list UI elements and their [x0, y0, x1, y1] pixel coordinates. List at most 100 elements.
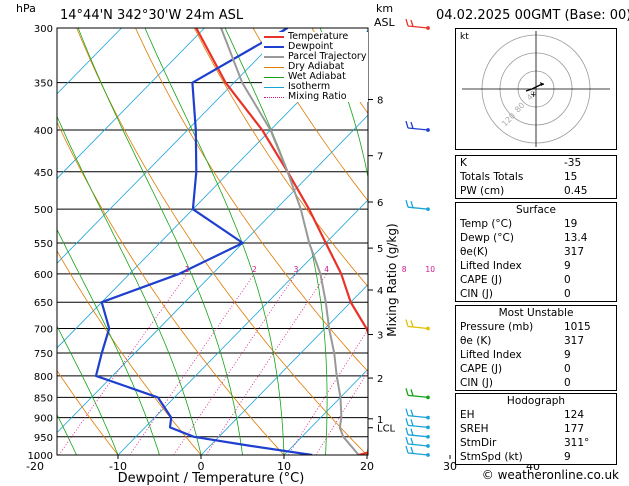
wind-barb-shaft	[407, 414, 429, 419]
series-lines	[94, 28, 368, 455]
index-row-pw: PW (cm) 0.45	[460, 185, 588, 197]
pressure-tick-label: 300	[34, 24, 53, 35]
dry-adiabat-line	[57, 121, 285, 455]
wind-barb-shaft	[407, 394, 429, 399]
temperature-tick-label: 30	[443, 460, 457, 473]
hodograph-kt-label: kt	[460, 32, 469, 42]
mixing-ratio-line	[58, 273, 188, 455]
wind-barb-shaft	[407, 25, 429, 29]
hodograph-title: Hodograph	[506, 395, 566, 407]
wind-barb-flag	[405, 18, 409, 27]
pressure-tick-label: 700	[34, 325, 53, 336]
mixing-ratio-axis-label: Mixing Ratio (g/kg)	[385, 223, 399, 336]
dry-adiabat-line	[193, 28, 368, 288]
wind-barb-flag	[410, 19, 414, 27]
dry-adiabat-line	[0, 28, 35, 455]
pressure-tick-label: 500	[34, 205, 53, 216]
wind-barb-flag	[405, 436, 409, 445]
mixing-ratio-tick-label: 3	[294, 265, 299, 274]
wet-adiabat-line	[57, 325, 119, 455]
most-unstable-row: Pressure (mb) 1015	[460, 321, 591, 333]
wind-barb-flag	[410, 200, 414, 208]
km-label: km	[376, 2, 394, 15]
km-tick-label: LCL	[377, 424, 396, 435]
pressure-tick-label: 900	[34, 414, 53, 425]
wind-barb-icon	[405, 445, 430, 457]
surface-row: θe(K) 317	[460, 246, 585, 258]
wind-barb-dot	[426, 26, 430, 30]
temperature-tick-label: -10	[109, 460, 127, 473]
hpa-label: hPa	[16, 2, 36, 15]
wind-barb-icon	[405, 120, 430, 132]
most-unstable-row: Lifted Index 9	[460, 349, 571, 361]
most-unstable-title: Most Unstable	[498, 307, 574, 319]
wind-barb-dot	[426, 453, 430, 457]
wind-barb-flag	[410, 437, 414, 445]
wet-adiabat-line	[0, 28, 35, 455]
surface-row: Dewp (°C) 13.4	[460, 232, 588, 244]
x-axis-label: Dewpoint / Temperature (°C)	[118, 471, 305, 486]
temperature-tick-label: -20	[26, 460, 44, 473]
hodograph-table: Hodograph EH 124 SREH 177 StmDir 311° StmSp…	[455, 393, 617, 465]
wind-barb-flag	[405, 199, 409, 208]
wind-barb-flag	[405, 388, 409, 396]
pressure-tick-label: 350	[34, 79, 53, 90]
isotherm-line	[57, 28, 205, 180]
wind-barb-dot	[426, 415, 430, 420]
pressure-tick-label: 450	[34, 168, 53, 179]
mixing-ratio-line	[315, 371, 368, 455]
surface-row: CAPE (J) 0	[460, 274, 571, 286]
km-tick-label: 3	[377, 331, 383, 342]
wind-barb-shaft	[407, 434, 429, 438]
km-tick-label: 7	[377, 152, 383, 163]
pressure-tick-label: 1000	[28, 451, 53, 462]
isotherm-line	[117, 199, 368, 455]
wind-barb-shaft	[407, 452, 429, 456]
wind-barb-flag	[405, 319, 409, 327]
isotherm-line	[283, 368, 368, 455]
temperature-tick-label: 0	[198, 460, 205, 473]
hodograph: kt 120 80 40 +	[455, 28, 617, 150]
wind-barb-dot	[426, 395, 430, 400]
surface-row: Temp (°C) 19	[460, 218, 578, 230]
index-row-totals: Totals Totals 15	[460, 171, 578, 183]
wind-barb-flag	[410, 389, 414, 397]
isotherm-line	[616, 28, 629, 455]
wind-barb-icon	[405, 388, 430, 400]
dry-adiabat-line	[76, 28, 368, 455]
wind-barb-icon	[405, 319, 430, 331]
legend-item-isotherm: Isotherm	[264, 82, 366, 92]
wind-barb-icon	[405, 199, 430, 212]
wet-adiabat-line	[57, 228, 160, 455]
legend-item-dry-adiabat: Dry Adiabat	[264, 62, 366, 72]
hodograph-arrow-icon	[540, 82, 544, 86]
wind-barb-flag	[410, 409, 414, 417]
mixing-ratio-tick-label: 2	[252, 265, 257, 274]
pressure-ticks: 300 350 400 450 500 550 600 650 700 750 800 850 900 9…	[28, 24, 53, 462]
legend-item-parcel: Parcel Trajectory	[264, 52, 366, 62]
surface-row: CIN (J) 0	[460, 288, 571, 300]
wind-barb-icon	[405, 427, 430, 439]
wind-barb-shaft	[407, 325, 429, 330]
hodograph-plot: kt 120 80 40 +	[460, 31, 610, 147]
wind-barb-icon	[405, 418, 430, 430]
km-tick-label: 5	[377, 244, 383, 255]
wind-barb-icon	[405, 408, 430, 420]
legend-item-wet-adiabat: Wet Adiabat	[264, 72, 366, 82]
temperature-tick-label: 10	[277, 460, 291, 473]
wind-barb-flag	[410, 121, 414, 129]
mixing-ratio-tick-label: 10	[425, 265, 435, 274]
hodograph-row: EH 124	[460, 409, 585, 421]
wind-barb-dot	[426, 434, 430, 439]
legend-item-mixing-ratio: Mixing Ratio	[264, 92, 366, 102]
mixing-ratio-line	[287, 328, 368, 455]
wind-barb-shaft	[407, 127, 429, 131]
pressure-tick-label: 850	[34, 393, 53, 404]
legend-item-temperature: Temperature	[264, 32, 366, 42]
km-tick-label: 8	[377, 95, 383, 106]
surface-row: Lifted Index 9	[460, 260, 571, 272]
wind-barb-icon	[405, 18, 430, 30]
wet-adiabat-line	[319, 28, 368, 455]
dry-adiabat-line	[57, 369, 119, 455]
